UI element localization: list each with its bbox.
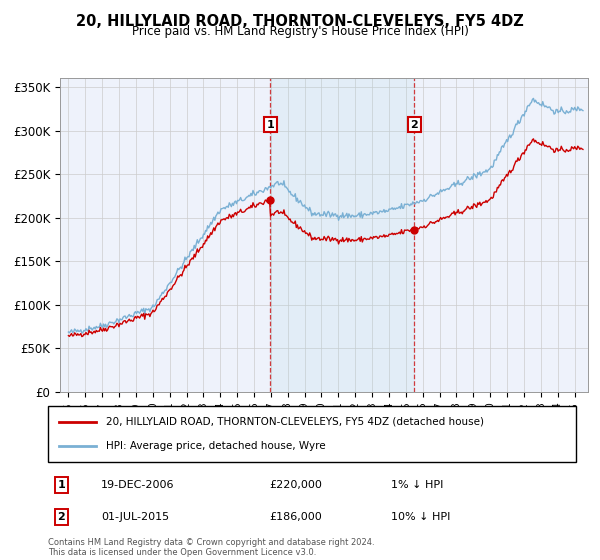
Text: 1% ↓ HPI: 1% ↓ HPI	[391, 480, 443, 490]
Text: HPI: Average price, detached house, Wyre: HPI: Average price, detached house, Wyre	[106, 441, 326, 451]
Text: 2: 2	[410, 120, 418, 129]
Text: 1: 1	[58, 480, 65, 490]
Text: Price paid vs. HM Land Registry's House Price Index (HPI): Price paid vs. HM Land Registry's House …	[131, 25, 469, 38]
Text: 1: 1	[266, 120, 274, 129]
Text: 20, HILLYLAID ROAD, THORNTON-CLEVELEYS, FY5 4DZ: 20, HILLYLAID ROAD, THORNTON-CLEVELEYS, …	[76, 14, 524, 29]
FancyBboxPatch shape	[48, 406, 576, 462]
Text: Contains HM Land Registry data © Crown copyright and database right 2024.
This d: Contains HM Land Registry data © Crown c…	[48, 538, 374, 557]
Text: £220,000: £220,000	[270, 480, 323, 490]
Text: 2: 2	[58, 512, 65, 522]
Bar	[271, 78, 414, 392]
Text: 10% ↓ HPI: 10% ↓ HPI	[391, 512, 451, 522]
Text: £186,000: £186,000	[270, 512, 323, 522]
Text: 01-JUL-2015: 01-JUL-2015	[101, 512, 169, 522]
Text: 19-DEC-2006: 19-DEC-2006	[101, 480, 175, 490]
Text: 20, HILLYLAID ROAD, THORNTON-CLEVELEYS, FY5 4DZ (detached house): 20, HILLYLAID ROAD, THORNTON-CLEVELEYS, …	[106, 417, 484, 427]
